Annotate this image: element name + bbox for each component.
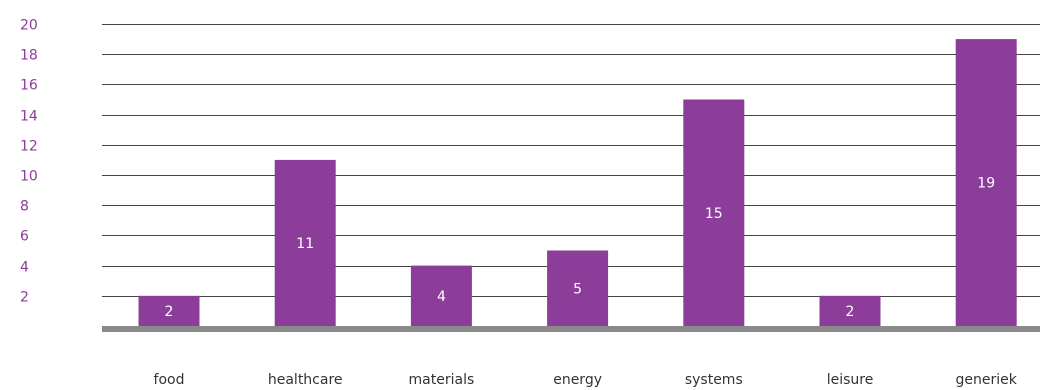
x-tick-label: energy [553,372,602,388]
y-tick-label: 8 [20,199,29,215]
bar [819,295,881,326]
x-axis-baseline [102,326,1040,332]
y-tick-label: 14 [20,109,38,125]
y-tick-label: 18 [20,48,38,64]
x-tick-label: generiek [956,372,1018,388]
data-label: 15 [705,206,723,222]
x-tick-label: systems [685,372,743,388]
bar [547,250,609,326]
x-tick-label: healthcare [268,372,343,388]
y-tick-label: 6 [20,229,29,245]
gridlines [102,24,1040,297]
data-labels: 2 11 4 5 15 2 19 [165,176,996,320]
bar [274,159,336,326]
x-tick-label: food [154,372,185,388]
x-tick-label: leisure [827,372,874,388]
y-tick-label: 16 [20,78,38,94]
data-label: 2 [165,304,174,320]
data-label: 19 [977,176,995,192]
bar [955,39,1017,326]
y-tick-label: 10 [20,169,38,185]
data-label: 4 [437,289,446,305]
bar [410,265,472,326]
data-label: 11 [296,236,314,252]
y-tick-label: 20 [20,18,38,34]
y-tick-label: 4 [20,260,29,276]
x-axis-category-labels: food healthcare materials energy systems leis… [154,372,1018,388]
data-label: 5 [573,281,582,297]
bar [683,99,745,326]
x-tick-label: materials [409,372,475,388]
y-axis-tick-labels: 2 4 6 8 10 12 14 16 18 20 [20,18,38,306]
bars [138,39,1017,326]
bar [138,295,200,326]
data-label: 2 [846,304,855,320]
y-tick-label: 2 [20,290,29,306]
y-tick-label: 12 [20,139,38,155]
